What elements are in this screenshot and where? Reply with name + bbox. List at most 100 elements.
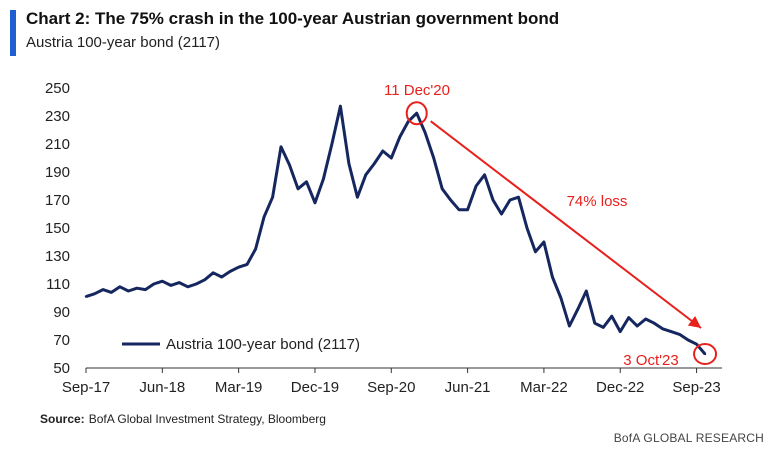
y-tick-label: 250: [45, 80, 70, 97]
data-point: [636, 324, 639, 328]
data-point: [313, 201, 317, 204]
data-point: [381, 149, 384, 153]
data-point: [84, 295, 88, 298]
data-point: [254, 247, 257, 251]
data-point: [619, 330, 622, 333]
data-point: [457, 208, 461, 211]
data-point: [440, 187, 444, 190]
data-point: [661, 327, 664, 330]
x-tick-label: Sep-23: [672, 379, 720, 396]
data-point: [500, 212, 503, 216]
brand-footer: BofA GLOBAL RESEARCH: [613, 431, 764, 445]
data-point: [449, 198, 452, 202]
data-point: [686, 338, 690, 342]
peak-annotation-label: 11 Dec'20: [384, 82, 450, 99]
loss-arrow: [430, 120, 702, 329]
peak-circle: [405, 101, 428, 126]
y-tick-label: 90: [53, 304, 70, 321]
source-label: Source:: [40, 412, 85, 426]
data-point: [135, 287, 139, 290]
data-point: [203, 278, 206, 281]
x-tick-label: Sep-17: [62, 379, 110, 396]
data-point: [288, 163, 291, 167]
data-point: [525, 226, 529, 230]
data-point: [703, 352, 707, 356]
data-point: [271, 196, 274, 199]
data-point: [695, 343, 698, 346]
data-point: [339, 105, 342, 108]
data-point: [178, 281, 181, 284]
trough-annotation-label: 3 Oct'23: [623, 352, 678, 369]
data-point: [576, 308, 580, 311]
data-point: [491, 198, 495, 202]
data-point: [110, 291, 113, 294]
x-tick-label: Mar-22: [520, 379, 568, 396]
trough-circle: [693, 343, 718, 365]
data-point: [610, 315, 613, 318]
data-point: [424, 131, 427, 134]
source-text: BofA Global Investment Strategy, Bloombe…: [88, 412, 326, 426]
x-tick-label: Mar-19: [215, 379, 263, 396]
x-axis: Sep-17 Jun-18 Mar-19 Dec-19 Sep-20 Jun-21 Mar-…: [62, 367, 722, 396]
legend-label: Austria 100-year bond (2117): [166, 336, 360, 353]
data-point: [415, 112, 418, 115]
data-point: [364, 173, 368, 176]
data-point: [93, 292, 96, 295]
legend: Austria 100-year bond (2117): [122, 336, 360, 353]
y-tick-label: 150: [45, 220, 70, 237]
data-point: [305, 180, 308, 183]
data-point: [127, 289, 130, 293]
data-point: [517, 196, 520, 199]
x-tick-label: Sep-20: [367, 379, 415, 396]
y-tick-label: 50: [53, 360, 70, 377]
data-point: [678, 333, 681, 336]
y-tick-label: 170: [45, 192, 70, 209]
data-point: [669, 330, 673, 333]
data-point: [101, 288, 105, 291]
data-point: [373, 162, 376, 165]
data-point: [644, 317, 647, 321]
chart-subtitle: Austria 100-year bond (2117): [26, 34, 221, 51]
data-point: [432, 156, 435, 160]
data-point: [542, 240, 546, 244]
y-tick-label: 110: [46, 276, 70, 293]
data-point: [474, 184, 478, 188]
y-tick-label: 70: [53, 332, 70, 349]
series-line: [85, 104, 707, 355]
y-tick-label: 230: [45, 108, 70, 125]
data-point: [262, 215, 266, 218]
data-point: [585, 289, 588, 293]
data-point: [568, 324, 571, 328]
data-point: [593, 322, 596, 325]
data-point: [220, 275, 223, 279]
data-point: [483, 173, 486, 176]
x-tick-label: Dec-19: [291, 379, 339, 396]
data-point: [390, 156, 393, 160]
x-tick-label: Jun-21: [445, 379, 491, 396]
data-point: [559, 296, 563, 300]
data-point: [398, 135, 401, 139]
data-point: [212, 271, 215, 274]
x-tick-label: Dec-22: [596, 379, 644, 396]
data-point: [228, 270, 232, 273]
data-point: [186, 285, 189, 288]
chart-title: Chart 2: The 75% crash in the 100-year A…: [26, 9, 560, 28]
title-accent-bar: [10, 10, 16, 56]
loss-arrow-head: [687, 315, 702, 328]
data-point: [652, 322, 656, 325]
data-point: [534, 250, 537, 253]
y-axis: 50 70 90 110 130 150 170 190 210 230 250: [45, 80, 70, 377]
data-point: [245, 263, 249, 266]
data-point: [551, 275, 554, 279]
source-note: Source: BofA Global Investment Strategy, …: [40, 412, 326, 426]
data-point: [237, 266, 240, 269]
annotation-layer: 11 Dec'20 74% loss 3 Oct'23: [384, 82, 718, 369]
y-tick-label: 130: [45, 248, 70, 265]
data-point: [296, 187, 300, 190]
data-point: [627, 316, 630, 319]
x-tick-label: Jun-18: [139, 379, 185, 396]
data-point: [508, 198, 512, 202]
data-point: [152, 282, 156, 286]
data-point: [602, 326, 605, 329]
